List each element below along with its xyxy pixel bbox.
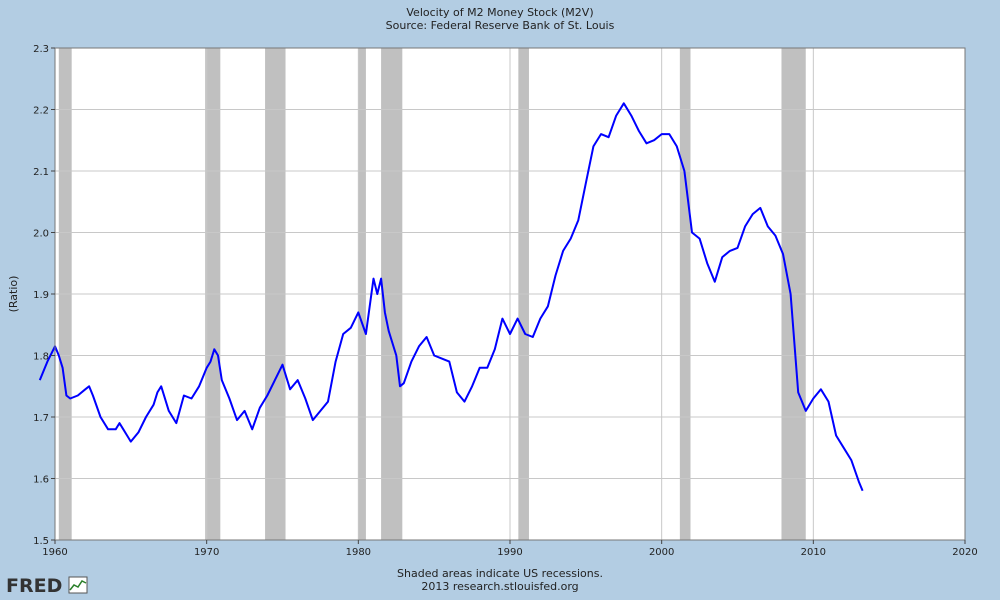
fred-logo-text: FRED [6,575,62,596]
y-tick-label: 1.8 [33,352,49,363]
source-note: 2013 research.stlouisfed.org [421,580,579,593]
fred-logo: FRED [6,575,88,596]
x-tick-label: 1970 [194,547,219,558]
y-tick-label: 1.6 [33,475,49,486]
fred-logo-graph-line [69,580,87,591]
y-tick-label: 2.1 [33,167,49,178]
y-tick-label: 2.0 [33,229,49,240]
x-tick-label: 2020 [952,547,977,558]
y-tick-label: 1.9 [33,290,49,301]
series-line [38,102,864,492]
x-tick-label: 1990 [497,547,522,558]
chart-subtitle: Source: Federal Reserve Bank of St. Loui… [385,19,615,32]
series-layer [38,102,864,492]
x-tick-label: 2000 [649,547,674,558]
axis-layer: 1.5 1.6 1.7 1.8 1.9 2.0 2.1 2.2 2.3 1960 1970 1980 1… [33,44,978,558]
fred-logo-graph-icon [68,576,88,594]
x-tick-label: 2010 [801,547,826,558]
y-tick-label: 2.3 [33,44,49,55]
recession-note: Shaded areas indicate US recessions. [397,567,603,580]
grid-layer [55,48,965,540]
y-tick-label: 1.7 [33,413,49,424]
x-tick-label: 1980 [346,547,371,558]
y-axis-label: (Ratio) [7,276,20,313]
chart-title: Velocity of M2 Money Stock (M2V) [406,6,594,19]
x-tick-label: 1960 [42,547,67,558]
y-tick-label: 1.5 [33,536,49,547]
y-tick-label: 2.2 [33,106,49,117]
